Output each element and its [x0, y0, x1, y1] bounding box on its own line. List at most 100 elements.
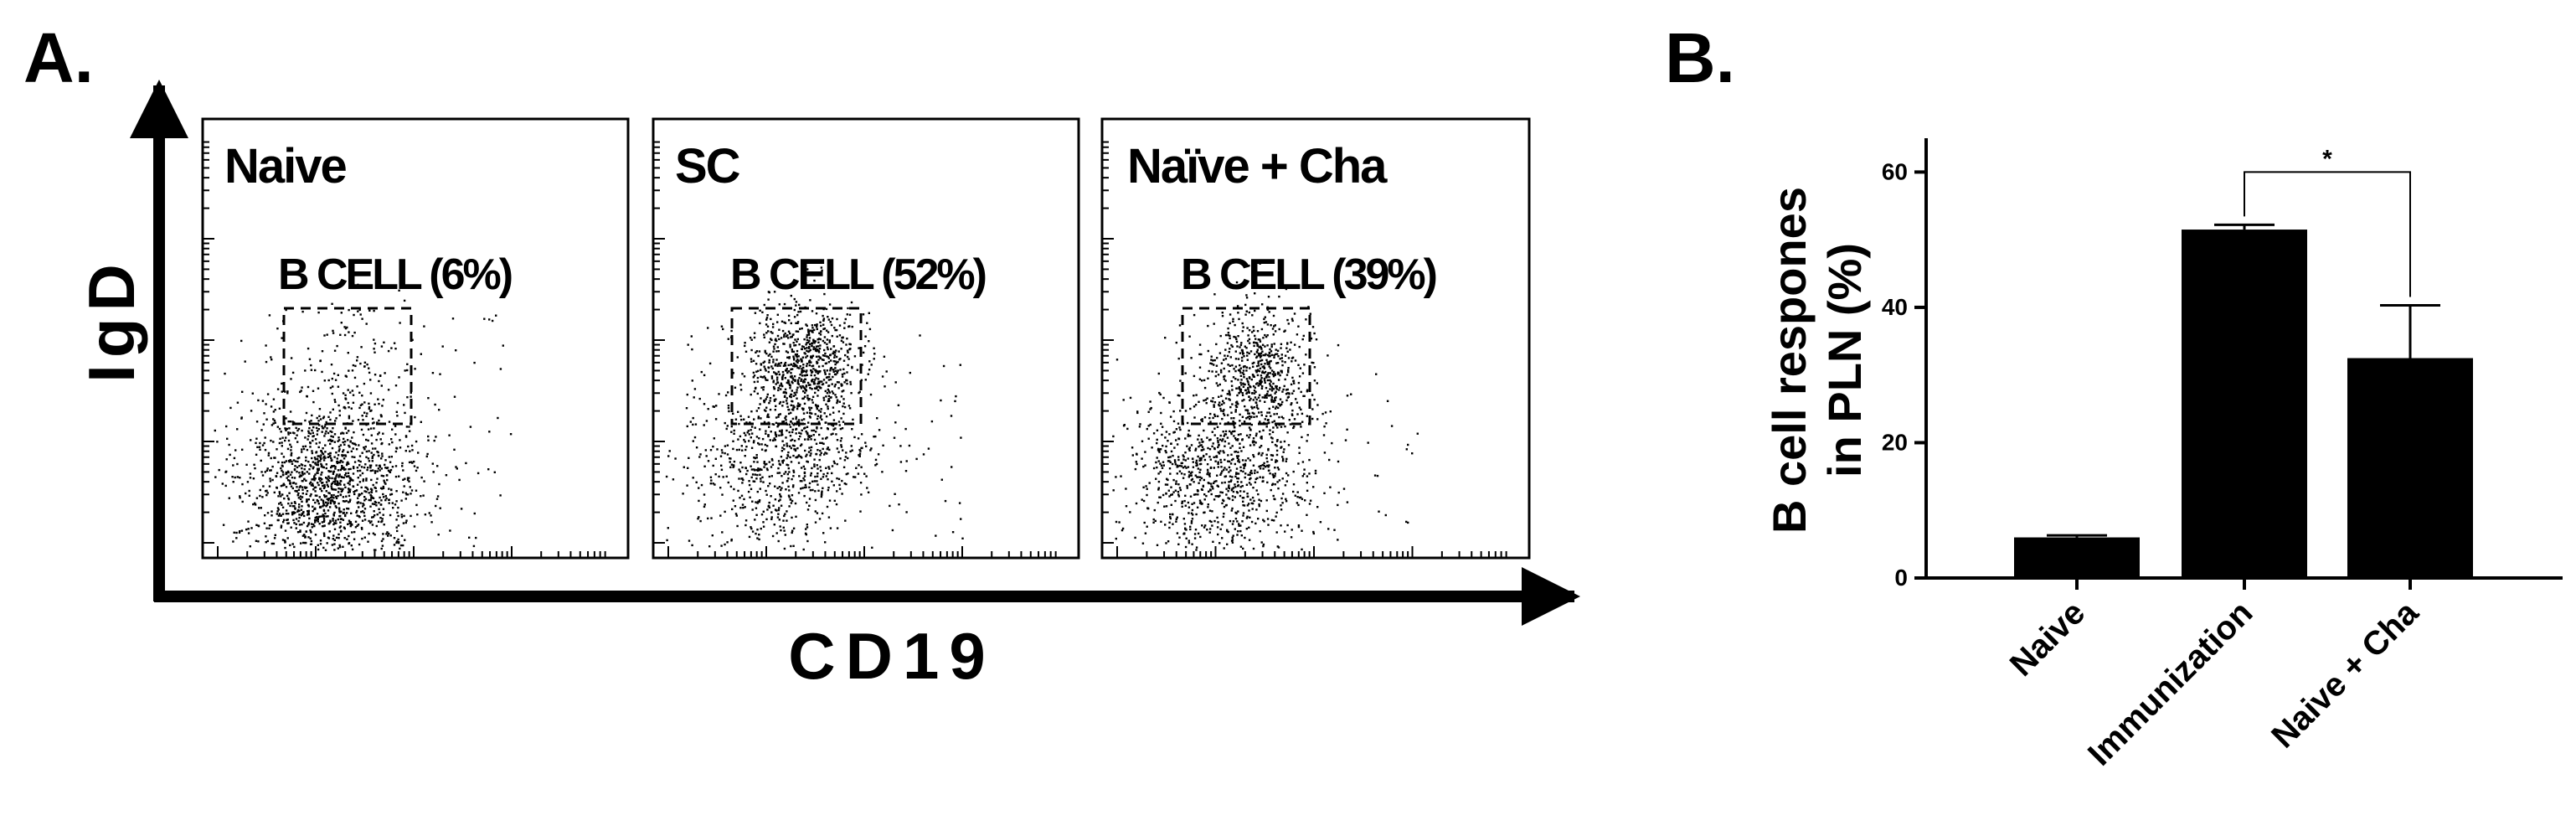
event-dot — [1240, 348, 1244, 352]
event-dot — [394, 425, 397, 427]
event-dot — [1407, 443, 1409, 446]
event-dot — [825, 467, 827, 469]
event-dot — [836, 371, 839, 374]
event-dot — [1280, 347, 1282, 349]
event-dot — [1234, 410, 1237, 413]
event-dot — [1264, 379, 1266, 382]
event-dot — [351, 369, 354, 372]
event-dot — [401, 465, 404, 467]
event-dot — [1148, 482, 1151, 484]
event-dot — [379, 487, 383, 489]
event-dot — [698, 397, 701, 400]
event-dot — [363, 490, 366, 493]
event-dot — [703, 424, 705, 426]
event-dot — [843, 459, 847, 462]
event-dot — [301, 534, 305, 537]
event-dot — [334, 488, 337, 491]
event-dot — [781, 421, 784, 423]
event-dot — [1245, 392, 1248, 395]
event-dot — [428, 512, 430, 514]
event-dot — [1227, 497, 1229, 499]
event-dot — [315, 519, 317, 522]
event-dot — [360, 346, 363, 348]
event-dot — [344, 407, 347, 410]
event-dot — [1168, 433, 1171, 436]
event-dot — [241, 448, 244, 451]
event-dot — [1323, 452, 1327, 454]
event-dot — [698, 487, 700, 489]
x-axis-label: CD19 — [788, 619, 995, 693]
event-dot — [809, 348, 811, 352]
event-dot — [1135, 502, 1138, 505]
event-dot — [1285, 389, 1288, 391]
event-dot — [827, 348, 829, 351]
event-dot — [343, 527, 346, 530]
event-dot — [1226, 436, 1229, 439]
event-dot — [769, 439, 771, 441]
event-dot — [1249, 350, 1253, 353]
event-dot — [788, 505, 791, 508]
event-dot — [778, 362, 781, 365]
event-dot — [342, 392, 345, 395]
event-dot — [310, 465, 312, 467]
event-dot — [270, 542, 273, 545]
event-dot — [845, 483, 848, 486]
event-dot — [393, 544, 396, 546]
event-dot — [353, 467, 355, 470]
event-dot — [1224, 481, 1226, 484]
event-dot — [1193, 481, 1195, 483]
event-dot — [810, 472, 812, 475]
event-dot — [733, 460, 736, 463]
event-dot — [292, 459, 296, 462]
event-dot — [336, 480, 339, 483]
event-dot — [339, 525, 343, 528]
event-dot — [691, 348, 693, 351]
event-dot — [389, 470, 391, 472]
event-dot — [770, 516, 773, 519]
event-dot — [1179, 488, 1182, 492]
event-dot — [814, 348, 817, 350]
event-dot — [358, 391, 361, 394]
event-dot — [318, 415, 321, 417]
event-dot — [1255, 383, 1258, 385]
event-dot — [281, 441, 283, 444]
event-dot — [841, 493, 843, 495]
event-dot — [387, 534, 389, 537]
event-dot — [1260, 346, 1263, 349]
event-dot — [727, 391, 729, 394]
event-dot — [1230, 431, 1233, 434]
event-dot — [332, 514, 335, 517]
event-dot — [330, 364, 333, 366]
event-dot — [336, 473, 338, 476]
event-dot — [759, 428, 761, 431]
event-dot — [1306, 440, 1308, 442]
event-dot — [785, 400, 788, 402]
event-dot — [1232, 317, 1234, 321]
event-dot — [820, 408, 822, 410]
event-dot — [328, 477, 331, 479]
gate-box — [282, 307, 413, 426]
event-dot — [1233, 424, 1235, 426]
event-dot — [291, 462, 294, 465]
event-dot — [250, 439, 252, 441]
event-dot — [1188, 539, 1190, 542]
event-dot — [1239, 381, 1242, 384]
event-dot — [766, 393, 769, 396]
event-dot — [768, 426, 770, 428]
event-dot — [935, 534, 937, 537]
event-dot — [1256, 351, 1259, 353]
event-dot — [772, 504, 775, 507]
event-dot — [1228, 471, 1230, 473]
event-dot — [266, 393, 270, 395]
event-dot — [776, 516, 780, 519]
event-dot — [1184, 452, 1187, 454]
event-dot — [1261, 303, 1264, 306]
event-dot — [332, 493, 335, 497]
event-dot — [330, 440, 333, 442]
event-dot — [808, 364, 811, 367]
event-dot — [749, 421, 751, 424]
event-dot — [1237, 451, 1239, 453]
event-dot — [241, 390, 244, 393]
event-dot — [1275, 412, 1278, 415]
event-dot — [750, 476, 753, 479]
